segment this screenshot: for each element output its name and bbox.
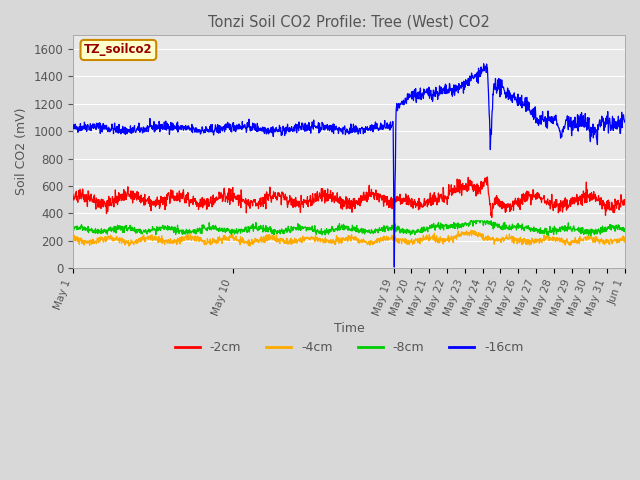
X-axis label: Time: Time	[333, 322, 364, 336]
Text: TZ_soilco2: TZ_soilco2	[84, 44, 153, 57]
Title: Tonzi Soil CO2 Profile: Tree (West) CO2: Tonzi Soil CO2 Profile: Tree (West) CO2	[208, 15, 490, 30]
Legend: -2cm, -4cm, -8cm, -16cm: -2cm, -4cm, -8cm, -16cm	[170, 336, 529, 360]
Y-axis label: Soil CO2 (mV): Soil CO2 (mV)	[15, 108, 28, 195]
